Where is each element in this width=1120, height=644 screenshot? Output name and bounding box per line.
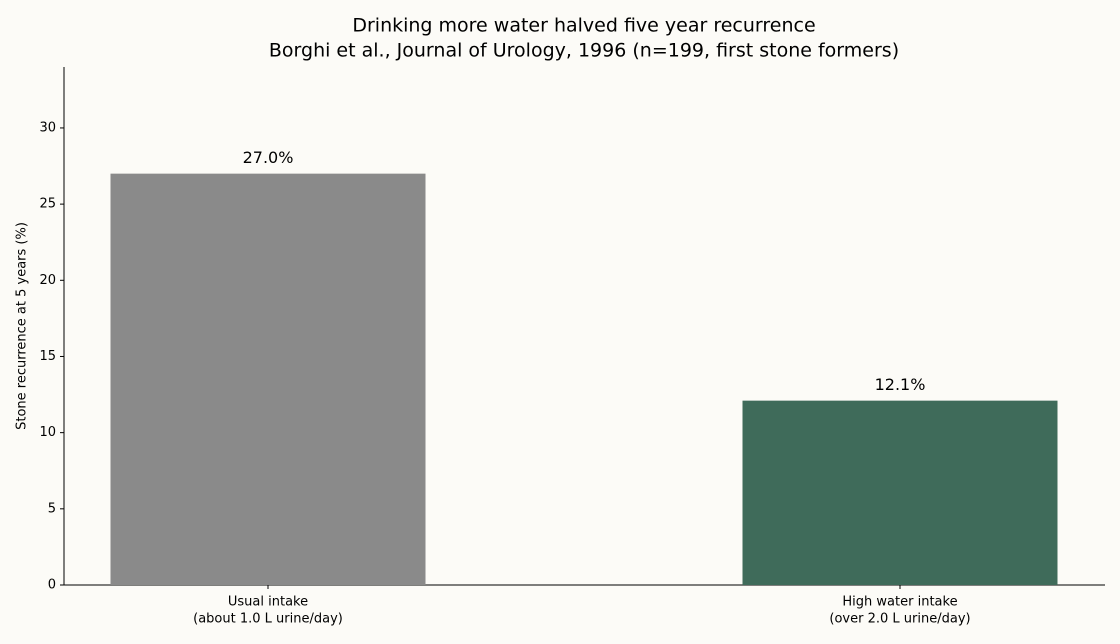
x-tick-label: (about 1.0 L urine/day) — [193, 612, 343, 627]
y-tick-label: 5 — [48, 501, 56, 516]
chart-subtitle: Borghi et al., Journal of Urology, 1996 … — [269, 40, 899, 62]
x-tick-label: (over 2.0 L urine/day) — [829, 612, 970, 627]
y-tick-label: 30 — [39, 120, 56, 135]
y-tick-label: 20 — [39, 273, 56, 288]
y-tick-label: 15 — [39, 349, 56, 364]
value-label: 27.0% — [243, 148, 294, 167]
y-tick-label: 25 — [39, 197, 56, 212]
chart-title: Drinking more water halved five year rec… — [352, 15, 815, 37]
y-tick-label: 10 — [39, 425, 56, 440]
bar — [110, 173, 426, 585]
x-tick-label: Usual intake — [228, 595, 308, 610]
y-axis-label: Stone recurrence at 5 years (%) — [15, 222, 30, 430]
y-tick-label: 0 — [48, 578, 56, 593]
value-label: 12.1% — [875, 375, 926, 394]
bar — [742, 400, 1058, 585]
x-tick-label: High water intake — [842, 595, 957, 610]
